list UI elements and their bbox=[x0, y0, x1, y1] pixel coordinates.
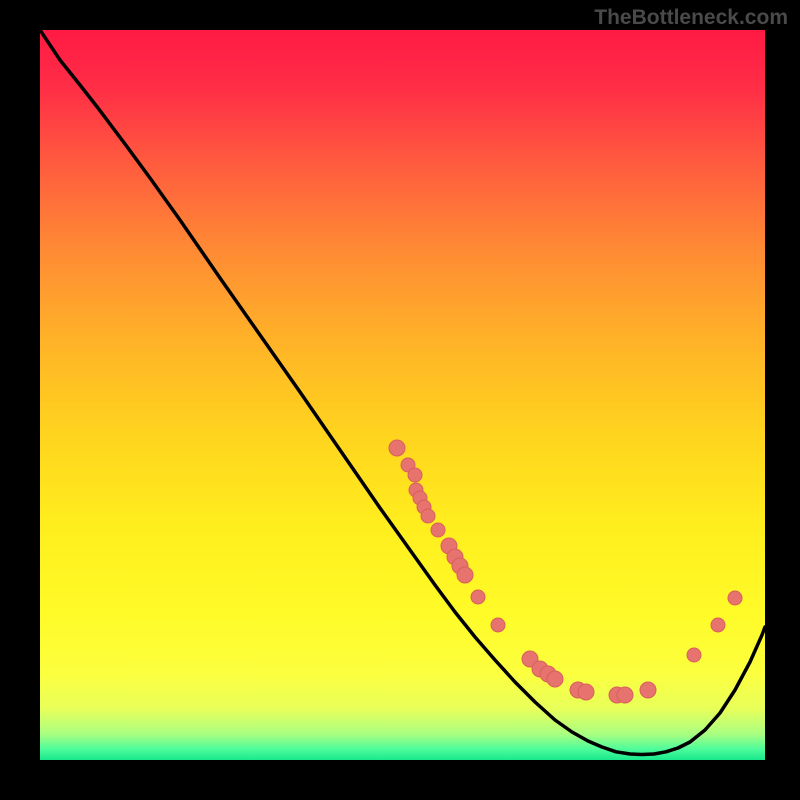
curve-layer bbox=[40, 30, 765, 760]
chart-container: TheBottleneck.com bbox=[0, 0, 800, 800]
data-marker bbox=[389, 440, 405, 456]
data-marker bbox=[457, 567, 473, 583]
data-marker bbox=[578, 684, 594, 700]
data-marker bbox=[687, 648, 701, 662]
marker-group bbox=[389, 440, 742, 703]
data-marker bbox=[408, 468, 422, 482]
data-marker bbox=[640, 682, 656, 698]
data-marker bbox=[547, 671, 563, 687]
bottleneck-curve bbox=[40, 30, 765, 755]
data-marker bbox=[728, 591, 742, 605]
plot-area bbox=[40, 30, 765, 760]
data-marker bbox=[617, 687, 633, 703]
watermark-text: TheBottleneck.com bbox=[594, 6, 788, 30]
data-marker bbox=[711, 618, 725, 632]
data-marker bbox=[431, 523, 445, 537]
data-marker bbox=[491, 618, 505, 632]
data-marker bbox=[471, 590, 485, 604]
data-marker bbox=[421, 509, 435, 523]
